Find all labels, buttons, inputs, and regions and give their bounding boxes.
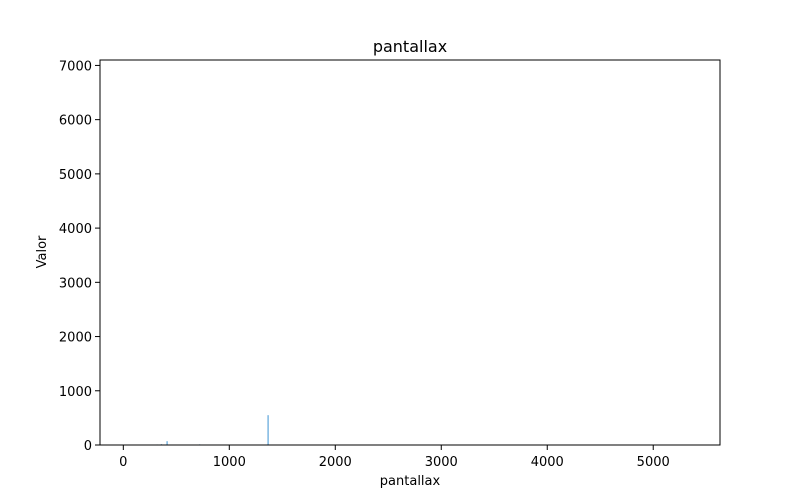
x-tick-label: 3000 (425, 455, 458, 470)
y-tick-label: 3000 (59, 276, 92, 291)
y-tick-label: 1000 (59, 385, 92, 400)
y-axis-label: Valor (35, 235, 50, 268)
x-axis-label: pantallax (380, 474, 441, 489)
y-tick-label: 2000 (59, 331, 92, 346)
x-tick-label: 0 (119, 455, 127, 470)
y-axis: 0 1000 2000 3000 4000 5000 6000 7000 (59, 59, 100, 454)
bars-layer (156, 415, 269, 446)
y-tick-label: 7000 (59, 59, 92, 74)
x-tick-label: 5000 (637, 455, 670, 470)
y-tick-label: 6000 (59, 114, 92, 129)
chart-title: pantallax (373, 37, 447, 56)
bar (166, 441, 168, 445)
bar (267, 415, 269, 445)
plot-frame (99, 59, 721, 446)
y-tick-label: 4000 (59, 222, 92, 237)
x-tick-label: 2000 (319, 455, 352, 470)
x-axis: 0 1000 2000 3000 4000 5000 (119, 445, 670, 470)
x-tick-label: 4000 (531, 455, 564, 470)
y-tick-label: 0 (84, 439, 92, 454)
y-tick-label: 5000 (59, 168, 92, 183)
x-tick-label: 1000 (213, 455, 246, 470)
